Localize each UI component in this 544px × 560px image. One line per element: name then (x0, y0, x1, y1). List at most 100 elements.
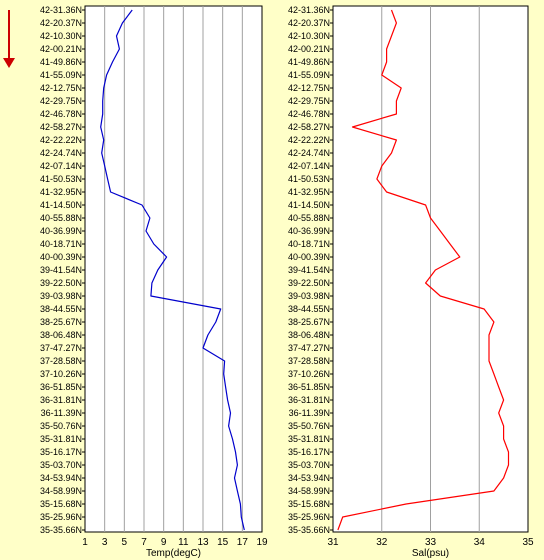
sal-x-tick-label: 33 (425, 537, 437, 548)
sal-y-tick-label: 42-20.37N (288, 18, 330, 28)
temp-y-tick-label: 35-03.70N (40, 460, 82, 470)
temp-x-tick-label: 11 (178, 537, 189, 548)
sal-y-tick-label: 35-35.66N (288, 525, 330, 535)
temp-y-tick-label: 40-18.71N (40, 239, 82, 249)
sal-y-tick-label: 42-29.75N (288, 96, 330, 106)
sal-y-tick-label: 34-53.94N (288, 473, 330, 483)
sal-y-tick-label: 36-31.81N (288, 395, 330, 405)
sal-y-tick-label: 40-36.99N (288, 226, 330, 236)
sal-y-tick-label: 34-58.99N (288, 486, 330, 496)
temp-y-tick-label: 35-50.76N (40, 421, 82, 431)
temp-x-tick-label: 1 (82, 537, 88, 548)
temp-y-tick-label: 37-47.27N (40, 343, 82, 353)
sal-y-tick-label: 41-49.86N (288, 57, 330, 67)
temp-y-tick-label: 41-49.86N (40, 57, 82, 67)
scroll-direction-indicator (3, 10, 15, 68)
sal-y-tick-label: 36-51.85N (288, 382, 330, 392)
sal-y-tick-label: 38-06.48N (288, 330, 330, 340)
temp-x-tick-label: 3 (102, 537, 108, 548)
temp-y-tick-label: 41-14.50N (40, 200, 82, 210)
sal-y-tick-label: 41-50.53N (288, 174, 330, 184)
sal-x-tick-label: 32 (376, 537, 388, 548)
sal-y-tick-label: 42-22.22N (288, 135, 330, 145)
sal-y-tick-label: 40-18.71N (288, 239, 330, 249)
temp-y-tick-label: 36-11.39N (41, 408, 82, 418)
temperature-panel: 1 3 5 7 9 11 13 15 17 1942-31.36N42-20.37N42-10.3… (40, 5, 268, 559)
sal-y-tick-label: 35-25.96N (288, 512, 330, 522)
arrow-down-icon (3, 58, 15, 68)
temp-y-tick-label: 35-35.66N (40, 525, 82, 535)
sal-x-tick-label: 35 (522, 537, 534, 548)
temp-y-tick-label: 35-15.68N (40, 499, 82, 509)
sal-y-tick-label: 41-32.95N (288, 187, 330, 197)
sal-x-axis-label: Sal(psu) (412, 548, 449, 559)
temp-x-axis-label: Temp(degC) (146, 548, 201, 559)
temp-y-tick-label: 42-22.22N (40, 135, 82, 145)
temp-y-tick-label: 41-32.95N (40, 187, 82, 197)
sal-y-tick-label: 40-55.88N (288, 213, 330, 223)
sal-y-tick-label: 35-15.68N (288, 499, 330, 509)
temp-y-tick-label: 42-31.36N (40, 5, 82, 15)
temp-y-tick-label: 41-55.09N (40, 70, 82, 80)
temp-y-tick-label: 42-58.27N (40, 122, 82, 132)
sal-y-tick-label: 37-28.58N (288, 356, 330, 366)
sal-y-tick-label: 38-44.55N (288, 304, 330, 314)
temp-y-tick-label: 35-25.96N (40, 512, 82, 522)
temp-profile-line (100, 9, 245, 531)
temp-y-tick-label: 41-50.53N (40, 174, 82, 184)
sal-y-tick-label: 39-22.50N (288, 278, 330, 288)
sal-y-tick-label: 37-47.27N (288, 343, 330, 353)
temp-y-tick-label: 37-10.26N (40, 369, 82, 379)
temp-x-tick-label: 13 (197, 537, 209, 548)
temp-y-tick-label: 40-00.39N (40, 252, 82, 262)
temp-x-tick-label: 9 (161, 537, 167, 548)
sal-y-tick-label: 42-12.75N (288, 83, 330, 93)
temp-x-tick-label: 7 (141, 537, 147, 548)
temp-y-tick-label: 42-46.78N (40, 109, 82, 119)
temp-y-tick-label: 42-24.74N (40, 148, 82, 158)
sal-y-tick-label: 37-10.26N (288, 369, 330, 379)
temp-x-tick-label: 5 (122, 537, 128, 548)
temp-y-tick-label: 42-00.21N (40, 44, 82, 54)
temp-y-tick-label: 42-07.14N (40, 161, 82, 171)
temp-y-tick-label: 34-58.99N (40, 486, 82, 496)
sal-y-tick-label: 42-24.74N (288, 148, 330, 158)
sal-y-tick-label: 35-31.81N (288, 434, 330, 444)
temp-x-tick-label: 17 (237, 537, 249, 548)
sal-y-tick-label: 39-41.54N (288, 265, 330, 275)
sal-y-tick-label: 35-50.76N (288, 421, 330, 431)
temp-y-tick-label: 38-06.48N (40, 330, 82, 340)
temp-y-tick-label: 42-29.75N (40, 96, 82, 106)
sal-y-tick-label: 40-00.39N (288, 252, 330, 262)
sal-y-tick-label: 42-46.78N (288, 109, 330, 119)
sal-y-tick-label: 41-14.50N (288, 200, 330, 210)
sal-profile-line (337, 9, 510, 531)
temp-plot-area (84, 5, 263, 533)
sal-y-tick-label: 36-11.39N (289, 408, 330, 418)
sal-x-tick-label: 34 (474, 537, 486, 548)
temp-y-tick-label: 40-55.88N (40, 213, 82, 223)
temp-y-tick-label: 35-16.17N (40, 447, 82, 457)
temp-y-tick-label: 39-03.98N (40, 291, 82, 301)
sal-y-tick-label: 42-07.14N (288, 161, 330, 171)
sal-x-tick-label: 31 (327, 537, 339, 548)
temp-y-tick-label: 40-36.99N (40, 226, 82, 236)
sal-y-tick-label: 35-03.70N (288, 460, 330, 470)
temp-y-tick-label: 39-41.54N (40, 265, 82, 275)
temp-y-tick-label: 34-53.94N (40, 473, 82, 483)
sal-y-tick-label: 42-10.30N (288, 31, 330, 41)
temp-y-tick-label: 42-12.75N (40, 83, 82, 93)
sal-y-tick-label: 39-03.98N (288, 291, 330, 301)
sal-y-tick-label: 38-25.67N (288, 317, 330, 327)
temp-y-tick-label: 39-22.50N (40, 278, 82, 288)
temp-y-tick-label: 36-31.81N (40, 395, 82, 405)
sal-y-tick-label: 41-55.09N (288, 70, 330, 80)
sal-y-tick-label: 42-31.36N (288, 5, 330, 15)
sal-y-tick-label: 42-58.27N (288, 122, 330, 132)
temp-y-tick-label: 35-31.81N (40, 434, 82, 444)
temp-y-tick-label: 42-20.37N (40, 18, 82, 28)
temp-y-tick-label: 36-51.85N (40, 382, 82, 392)
temp-x-tick-label: 15 (217, 537, 229, 548)
temp-y-tick-label: 38-44.55N (40, 304, 82, 314)
